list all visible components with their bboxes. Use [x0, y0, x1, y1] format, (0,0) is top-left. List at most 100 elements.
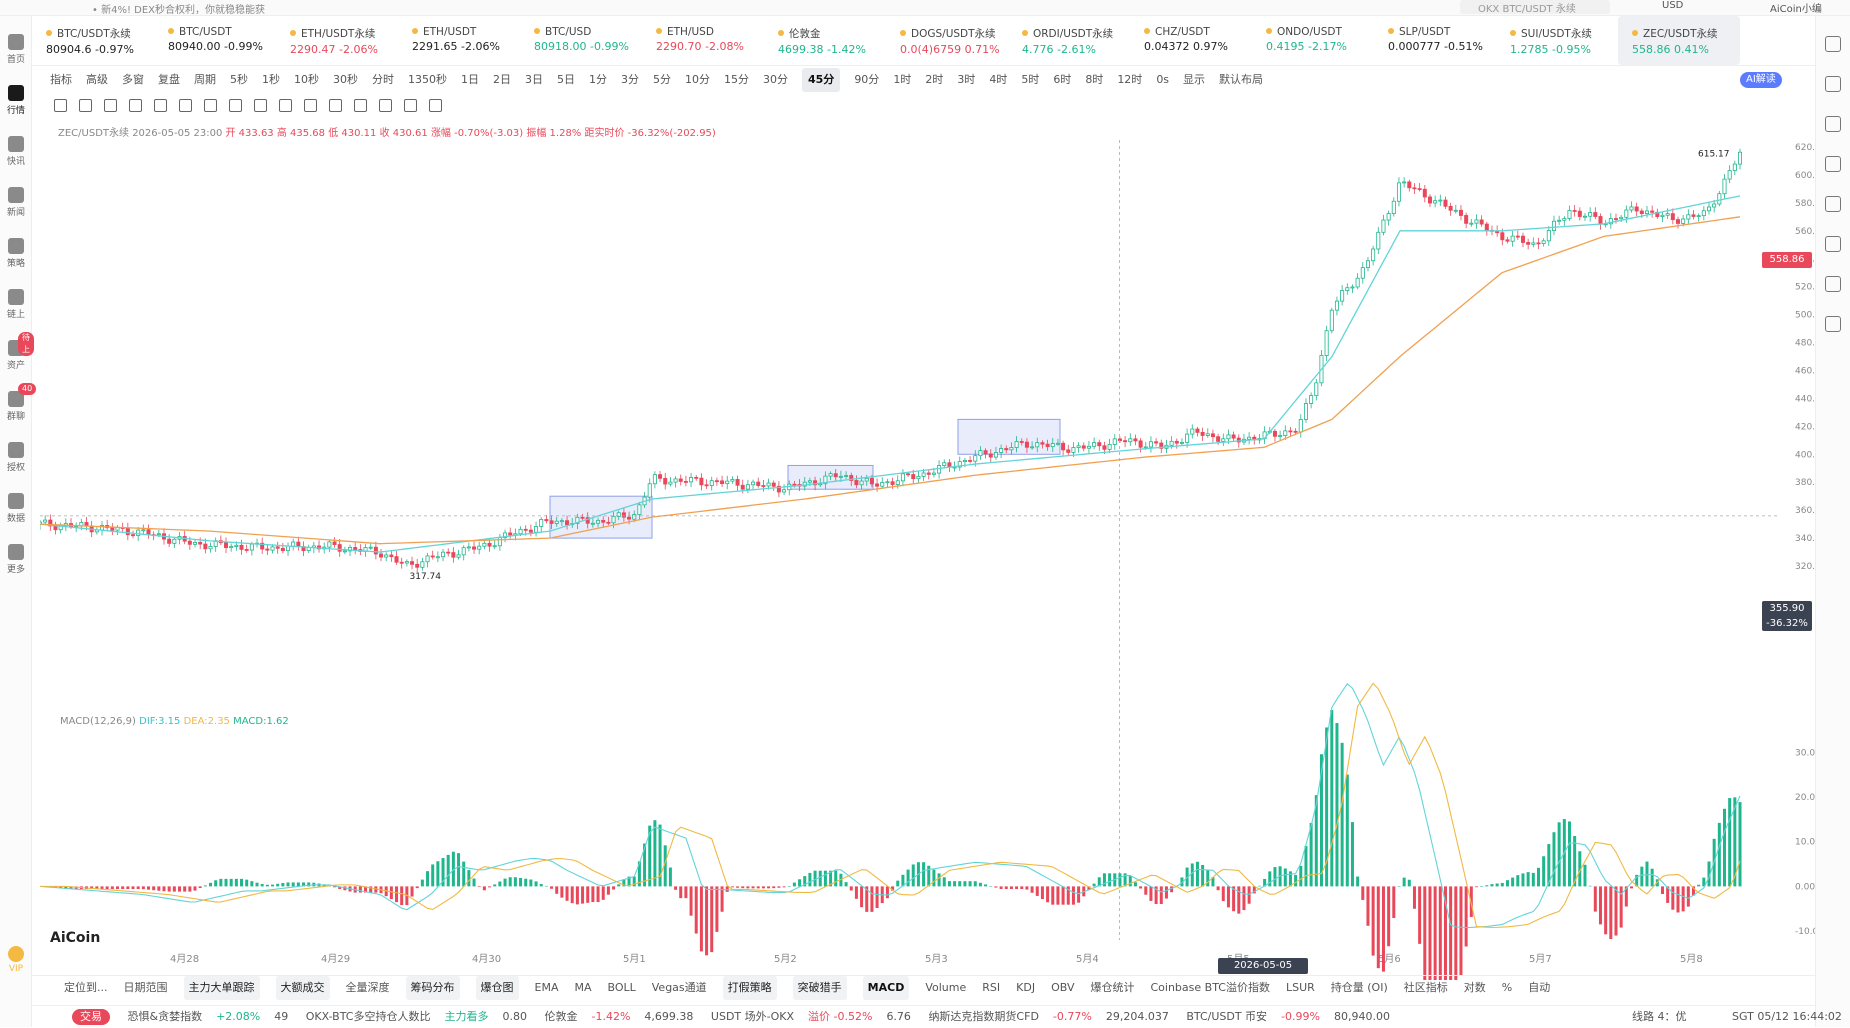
interval-25[interactable]: 12时 [1117, 73, 1143, 86]
toolbar-right-1[interactable]: 显示 [1183, 73, 1206, 86]
tool-0[interactable]: 定位到... [64, 981, 108, 994]
eye-icon[interactable] [354, 99, 367, 112]
gold-label[interactable]: 伦敦金 [544, 1010, 578, 1023]
sidebar-item-home[interactable]: 首页 [0, 24, 32, 74]
usdt-label[interactable]: USDT 场外-OKX [710, 1010, 795, 1023]
line-icon[interactable] [104, 99, 117, 112]
interval-0[interactable]: 5秒 [230, 73, 248, 86]
brush-icon[interactable] [254, 99, 267, 112]
trend-icon[interactable] [1825, 156, 1841, 172]
interval-3[interactable]: 30秒 [333, 73, 358, 86]
interval-17[interactable]: 90分 [854, 73, 880, 86]
sidebar-item-assets[interactable]: 资产 待上 [0, 330, 34, 380]
bottom-right-1[interactable]: 对数 [1463, 981, 1486, 994]
indicator-8[interactable]: 持仓量 (OI) [1330, 981, 1388, 994]
ai-button[interactable]: AI解读 [1740, 72, 1782, 88]
tool-11[interactable]: 打假策略 [722, 976, 777, 1000]
fear-label[interactable]: 恐惧&贪婪指数 [127, 1010, 203, 1023]
toolbar-right-2[interactable]: 默认布局 [1219, 73, 1264, 86]
tool-2[interactable]: 主力大单跟踪 [183, 976, 260, 1000]
okx-label[interactable]: OKX-BTC多空持仓人数比 [305, 1010, 431, 1023]
search-input[interactable]: OKX BTC/USDT 永续 [1460, 0, 1610, 15]
indicator-0[interactable]: MACD [862, 976, 910, 1000]
ticker-5[interactable]: ETH/USD 2290.70 -2.08% [642, 16, 764, 65]
interval-24[interactable]: 8时 [1085, 73, 1104, 86]
interval-5[interactable]: 1350秒 [408, 73, 447, 86]
interval-23[interactable]: 6时 [1053, 73, 1072, 86]
robot-icon[interactable] [1825, 276, 1841, 292]
interval-20[interactable]: 3时 [957, 73, 976, 86]
sidebar-item-auth[interactable]: 授权 [0, 432, 32, 482]
ticker-13[interactable]: ZEC/USDT永续 558.86 0.41% [1618, 16, 1740, 65]
settings-icon[interactable] [1825, 316, 1841, 332]
interval-18[interactable]: 1时 [893, 73, 912, 86]
interval-16[interactable]: 45分 [802, 68, 841, 92]
interval-6[interactable]: 1日 [461, 73, 479, 86]
nasdaq-label[interactable]: 纳斯达克指数期货CFD [928, 1010, 1039, 1023]
text-icon[interactable] [154, 99, 167, 112]
toolbar-4[interactable]: 周期 [194, 73, 216, 86]
order-icon[interactable] [1825, 76, 1841, 92]
sidebar-item-more[interactable]: 更多 [0, 534, 32, 584]
connection-line[interactable]: 线路 4：优 [1632, 1010, 1687, 1023]
copy-icon[interactable] [1825, 116, 1841, 132]
interval-11[interactable]: 3分 [621, 73, 639, 86]
crosshair-icon[interactable] [54, 99, 67, 112]
tool-5[interactable]: 筹码分布 [405, 976, 460, 1000]
ticker-3[interactable]: ETH/USDT 2291.65 -2.06% [398, 16, 520, 65]
interval-13[interactable]: 10分 [685, 73, 710, 86]
layout-icon[interactable] [1825, 36, 1841, 52]
bottom-right-0[interactable]: 社区指标 [1403, 981, 1448, 994]
lock-icon[interactable] [329, 99, 342, 112]
tool-10[interactable]: Vegas通道 [651, 981, 707, 994]
magnet-icon[interactable] [304, 99, 317, 112]
tool-7[interactable]: EMA [534, 981, 559, 994]
undo-icon[interactable] [404, 99, 417, 112]
indicator-5[interactable]: 爆仓统计 [1090, 981, 1135, 994]
ticker-2[interactable]: ETH/USDT永续 2290.47 -2.06% [276, 16, 398, 65]
sidebar-item-chat[interactable]: 群聊 40 [0, 381, 37, 431]
ticker-11[interactable]: SLP/USDT 0.000777 -0.51% [1374, 16, 1496, 65]
arrow-icon[interactable] [179, 99, 192, 112]
tool-4[interactable]: 全量深度 [345, 981, 390, 994]
tool-1[interactable]: 日期范围 [123, 981, 168, 994]
sidebar-item-news[interactable]: 新闻 [0, 177, 32, 227]
ticker-0[interactable]: BTC/USDT永续 80904.6 -0.97% [32, 16, 154, 65]
notice-text[interactable]: • 新4%! DEX秒合权利，你就稳稳能获 [92, 5, 265, 16]
toolbar-1[interactable]: 高级 [86, 73, 108, 86]
indicator-2[interactable]: RSI [982, 981, 1001, 994]
ticker-10[interactable]: ONDO/USDT 0.4195 -2.17% [1252, 16, 1374, 65]
ticker-6[interactable]: 伦敦金 4699.38 -1.42% [764, 16, 886, 65]
interval-2[interactable]: 10秒 [294, 73, 319, 86]
tool-9[interactable]: BOLL [607, 981, 636, 994]
indicator-4[interactable]: OBV [1051, 981, 1075, 994]
panel-icon[interactable] [1825, 196, 1841, 212]
tool-12[interactable]: 突破猎手 [792, 976, 847, 1000]
interval-4[interactable]: 分时 [372, 73, 394, 86]
interval-8[interactable]: 3日 [525, 73, 543, 86]
interval-12[interactable]: 5分 [653, 73, 671, 86]
interval-9[interactable]: 5日 [557, 73, 575, 86]
ticker-12[interactable]: SUI/USDT永续 1.2785 -0.95% [1496, 16, 1618, 65]
sidebar-item-vip[interactable]: VIP [0, 936, 32, 986]
indicator-7[interactable]: LSUR [1285, 981, 1315, 994]
hline-icon[interactable] [129, 99, 142, 112]
btc-label[interactable]: BTC/USDT 币安 [1186, 1010, 1268, 1023]
ticker-1[interactable]: BTC/USDT 80940.00 -0.99% [154, 16, 276, 65]
sidebar-item-flash[interactable]: 快讯 [0, 126, 32, 176]
toolbar-right-0[interactable]: 0s [1156, 73, 1170, 86]
interval-22[interactable]: 5时 [1021, 73, 1040, 86]
fib-icon[interactable] [204, 99, 217, 112]
currency-select[interactable]: USD [1662, 0, 1684, 11]
measure-icon[interactable] [279, 99, 292, 112]
ticker-7[interactable]: DOGS/USDT永续 0.0(4)6759 0.71% [886, 16, 1008, 65]
bottom-right-2[interactable]: % [1501, 981, 1513, 994]
trash-icon[interactable] [379, 99, 392, 112]
sidebar-item-data[interactable]: 数据 [0, 483, 32, 533]
interval-19[interactable]: 2时 [925, 73, 944, 86]
ticker-4[interactable]: BTC/USD 80918.00 -0.99% [520, 16, 642, 65]
rect-icon[interactable] [79, 99, 92, 112]
tool-8[interactable]: MA [574, 981, 592, 994]
tool-3[interactable]: 大额成交 [275, 976, 330, 1000]
ticker-8[interactable]: ORDI/USDT永续 4.776 -2.61% [1008, 16, 1130, 65]
